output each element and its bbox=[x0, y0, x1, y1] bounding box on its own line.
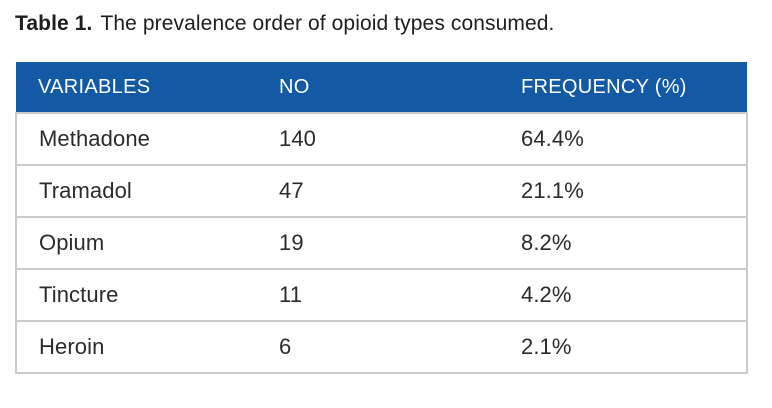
frequency-cell: 64.4% bbox=[499, 113, 748, 166]
no-cell: 47 bbox=[257, 165, 499, 218]
table-body: Methadone 140 64.4% Tramadol 47 21.1% Op… bbox=[15, 113, 748, 374]
table-row: Opium 19 8.2% bbox=[15, 217, 748, 270]
frequency-cell: 21.1% bbox=[499, 165, 748, 218]
frequency-cell: 8.2% bbox=[499, 217, 748, 270]
no-cell: 11 bbox=[257, 269, 499, 322]
frequency-cell: 2.1% bbox=[499, 321, 748, 374]
variable-cell: Opium bbox=[15, 217, 257, 270]
table-row: Tramadol 47 21.1% bbox=[15, 165, 748, 218]
variable-cell: Tramadol bbox=[15, 165, 257, 218]
table-row: Heroin 6 2.1% bbox=[15, 321, 748, 374]
column-header-frequency: FREQUENCY (%) bbox=[499, 62, 747, 114]
no-cell: 6 bbox=[257, 321, 499, 374]
header-row: VARIABLES NO FREQUENCY (%) bbox=[16, 62, 747, 114]
table-caption-text: The prevalence order of opioid types con… bbox=[100, 12, 555, 35]
table-header: VARIABLES NO FREQUENCY (%) bbox=[16, 62, 747, 114]
column-header-variables: VARIABLES bbox=[16, 62, 257, 114]
variable-cell: Heroin bbox=[15, 321, 257, 374]
column-header-no: NO bbox=[257, 62, 499, 114]
no-cell: 140 bbox=[257, 113, 499, 166]
table-row: Methadone 140 64.4% bbox=[15, 113, 748, 166]
no-cell: 19 bbox=[257, 217, 499, 270]
table-caption: Table 1. The prevalence order of opioid t… bbox=[0, 0, 772, 37]
variable-cell: Tincture bbox=[15, 269, 257, 322]
variable-cell: Methadone bbox=[15, 113, 257, 166]
prevalence-table: VARIABLES NO FREQUENCY (%) Methadone 140… bbox=[15, 62, 748, 374]
frequency-cell: 4.2% bbox=[499, 269, 748, 322]
table-row: Tincture 11 4.2% bbox=[15, 269, 748, 322]
table-caption-label: Table 1. bbox=[15, 12, 93, 35]
